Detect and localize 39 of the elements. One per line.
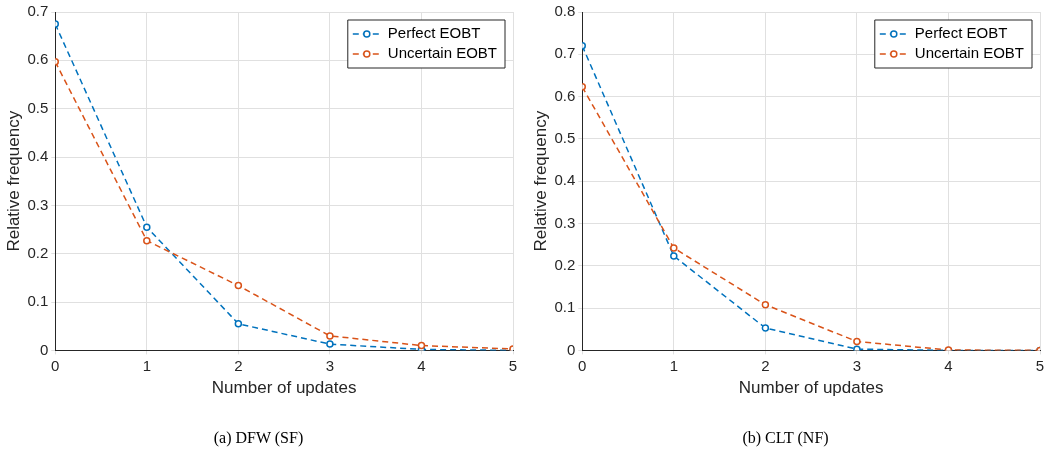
- x-tick-label: 3: [852, 356, 862, 374]
- y-axis-title: Relative frequency: [3, 110, 23, 252]
- y-tick-label: 0.1: [554, 298, 576, 316]
- legend-label: Uncertain EOBT: [387, 44, 498, 62]
- x-tick-label: 1: [669, 356, 678, 374]
- y-tick-label: 0.5: [27, 98, 49, 116]
- x-tick-label: 4: [417, 356, 426, 374]
- y-tick-label: 0.2: [554, 255, 576, 273]
- x-axis-title: Number of updates: [738, 378, 884, 398]
- x-axis-title: Number of updates: [211, 378, 357, 398]
- x-tick-label: 3: [325, 356, 335, 374]
- x-tick-label: 2: [761, 356, 770, 374]
- legend-label: Perfect EOBT: [914, 24, 1008, 42]
- y-tick-label: 0.3: [27, 195, 49, 213]
- legend-label: Uncertain EOBT: [914, 44, 1025, 62]
- y-tick-label: 0.4: [554, 171, 576, 189]
- legend-label: Perfect EOBT: [387, 24, 481, 42]
- y-tick-label: 0: [39, 340, 49, 358]
- y-axis-title: Relative frequency: [530, 110, 550, 252]
- y-tick-label: 0.6: [554, 86, 576, 104]
- y-tick-label: 0.4: [27, 147, 49, 165]
- y-tick-label: 0.7: [27, 2, 49, 20]
- y-tick-label: 0.5: [554, 129, 576, 147]
- x-tick-label: 5: [1035, 356, 1045, 374]
- x-tick-label: 0: [51, 356, 60, 374]
- x-tick-label: 2: [234, 356, 243, 374]
- y-tick-label: 0.6: [27, 50, 49, 68]
- text: (a) DFW (SF): [213, 428, 304, 447]
- y-tick-label: 0: [566, 340, 576, 358]
- x-tick-label: 0: [578, 356, 587, 374]
- y-tick-label: 0.2: [27, 243, 49, 261]
- x-tick-label: 1: [142, 356, 151, 374]
- y-tick-label: 0.7: [554, 44, 576, 62]
- y-tick-label: 0.8: [554, 2, 576, 20]
- y-tick-label: 0.1: [27, 292, 49, 310]
- x-tick-label: 4: [944, 356, 953, 374]
- y-tick-label: 0.3: [554, 213, 576, 231]
- x-tick-label: 5: [508, 356, 518, 374]
- text: (b) CLT (NF): [742, 428, 829, 447]
